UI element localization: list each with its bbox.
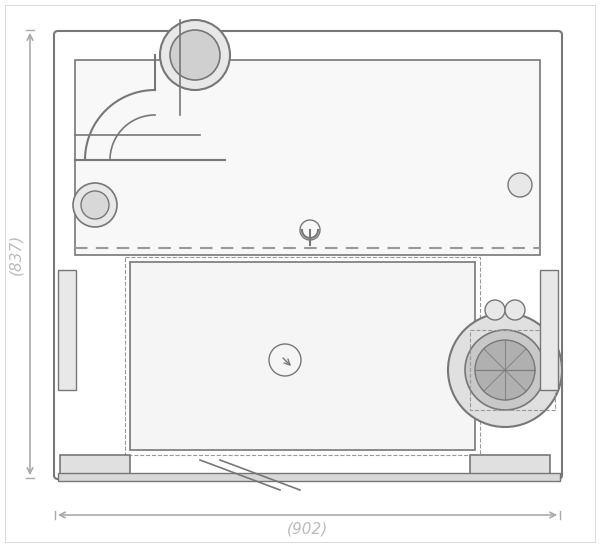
- Circle shape: [448, 313, 562, 427]
- Circle shape: [475, 340, 535, 400]
- Bar: [470, 330, 555, 410]
- Circle shape: [81, 191, 109, 219]
- Bar: [60, 455, 130, 475]
- Ellipse shape: [160, 20, 230, 90]
- Bar: [58, 270, 76, 390]
- Text: (902): (902): [287, 521, 328, 537]
- Circle shape: [465, 330, 545, 410]
- Bar: [58, 473, 560, 481]
- Bar: [125, 257, 480, 455]
- Bar: [540, 270, 558, 390]
- Circle shape: [485, 300, 505, 320]
- Bar: [470, 455, 550, 475]
- Circle shape: [505, 300, 525, 320]
- Bar: [130, 262, 475, 450]
- Circle shape: [508, 173, 532, 197]
- Ellipse shape: [170, 30, 220, 80]
- Text: (837): (837): [8, 234, 23, 275]
- Circle shape: [73, 183, 117, 227]
- Bar: [75, 60, 540, 255]
